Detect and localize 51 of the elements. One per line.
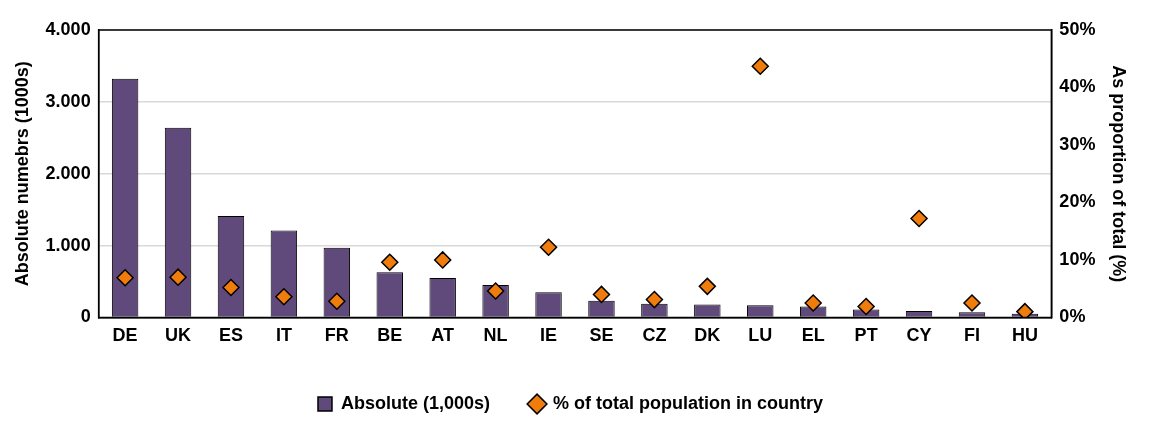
y-tick-label: 2.000	[45, 162, 91, 183]
x-tick-label: FR	[324, 325, 349, 346]
y2-tick-label: 0%	[1059, 306, 1086, 327]
point	[169, 268, 187, 286]
point	[116, 268, 134, 287]
y2-tick-label: 50%	[1059, 18, 1096, 39]
point	[486, 282, 505, 300]
point	[433, 251, 452, 269]
point	[698, 277, 717, 296]
y2-axis-title: As proportion of total (%)	[1109, 65, 1130, 283]
point	[910, 209, 928, 228]
x-tick-label: IT	[275, 325, 292, 346]
point	[381, 253, 399, 271]
x-tick-label: NL	[483, 325, 508, 346]
point	[539, 238, 558, 257]
point	[592, 285, 611, 304]
y2-tick-label: 30%	[1059, 133, 1096, 154]
x-tick-label: AT	[431, 325, 455, 346]
x-tick-label: EL	[801, 325, 825, 346]
x-tick-label: DE	[112, 325, 138, 346]
point	[222, 278, 240, 297]
y-tick-label: 0	[80, 306, 91, 327]
x-tick-label: ES	[218, 325, 243, 346]
x-tick-label: HU	[1011, 325, 1038, 346]
y2-tick-label: 40%	[1059, 76, 1096, 97]
x-tick-label: UK	[165, 325, 192, 346]
y-tick-label: 4.000	[45, 18, 91, 39]
y-tick-label: 3.000	[45, 90, 91, 111]
point	[328, 292, 346, 311]
x-tick-label: IE	[540, 325, 558, 346]
point	[645, 290, 664, 309]
point	[1016, 302, 1034, 318]
point	[751, 57, 770, 75]
x-tick-label: LU	[748, 325, 773, 346]
point	[804, 294, 822, 312]
point	[963, 294, 981, 312]
y-tick-label: 1.000	[45, 234, 91, 255]
x-tick-label: PT	[854, 325, 878, 346]
legend-label: % of total population in country	[553, 392, 824, 413]
x-tick-label: DK	[694, 325, 721, 346]
y2-tick-label: 20%	[1059, 191, 1096, 212]
x-tick-label: BE	[377, 325, 403, 346]
point	[275, 287, 293, 306]
x-tick-label: CZ	[642, 325, 667, 346]
y-axis-title: Absolute numebrs (1000s)	[11, 61, 32, 287]
legend-label: Absolute (1,000s)	[340, 392, 491, 413]
x-tick-label: FI	[963, 325, 980, 346]
y2-tick-label: 10%	[1059, 248, 1096, 269]
x-tick-label: SE	[589, 325, 614, 346]
x-tick-label: CY	[906, 325, 932, 346]
point	[857, 297, 875, 316]
